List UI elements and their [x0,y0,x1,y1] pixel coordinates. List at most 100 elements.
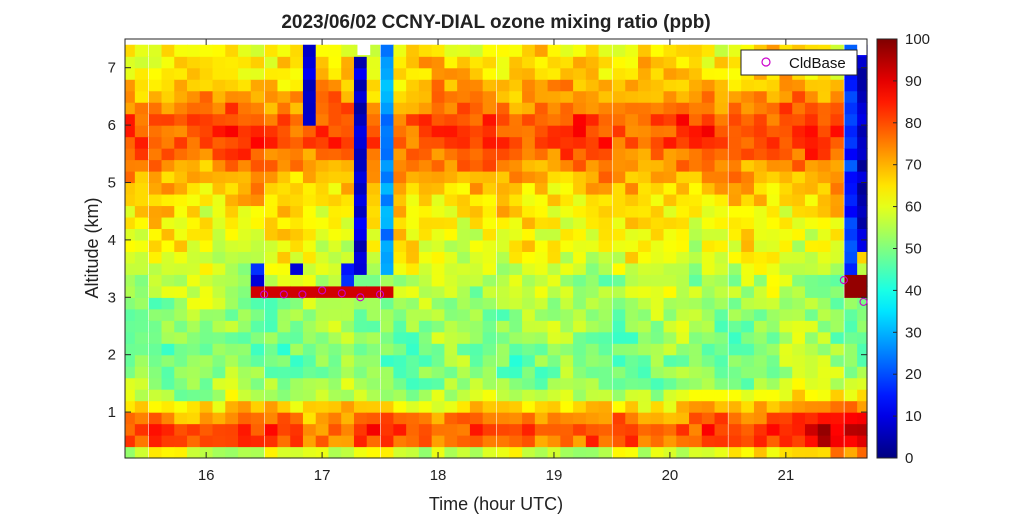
heatmap-cell [444,159,458,172]
heatmap-cell [125,343,136,356]
heatmap-cell [315,435,330,448]
heatmap-cell [199,136,214,149]
heatmap-cell [714,44,728,57]
heatmap-cell [804,435,819,448]
heatmap-cell [496,389,510,402]
heatmap-cell [212,446,226,459]
heatmap-cell [418,239,433,252]
heatmap-cell [598,125,612,138]
heatmap-cell [406,67,420,80]
heatmap-cell [560,228,574,241]
heatmap-cell [238,308,252,321]
heatmap-cell [482,193,497,207]
heatmap-cell [585,354,600,367]
heatmap-cell [830,308,844,321]
heatmap-cell [857,90,868,103]
heatmap-cell [638,44,652,57]
heatmap-cell [469,159,484,172]
heatmap-cell [714,285,728,298]
heatmap-cell [625,285,639,298]
heatmap-cell [741,331,755,344]
heatmap-cell [125,44,136,57]
heatmap-cell [534,274,549,287]
heatmap-cell [650,262,665,275]
heatmap-cell [328,366,342,379]
heatmap-cell [560,446,574,459]
heatmap-cell [264,113,279,126]
heatmap-cell [792,435,806,448]
heatmap-cell [585,102,600,115]
heatmap-cell [766,148,781,161]
heatmap-cell [277,389,291,402]
heatmap-cell [598,274,612,287]
heatmap-cell [482,297,497,310]
heatmap-cell [315,412,330,425]
heatmap-cell [457,44,471,57]
heatmap-cell [482,102,497,115]
heatmap-cell [547,366,561,379]
heatmap-cell [212,320,226,333]
heatmap-cell [277,297,291,310]
heatmap-cell [328,331,342,344]
heatmap-cell [676,343,690,356]
heatmap-cell [134,125,149,138]
heatmap-cell [560,435,574,448]
heatmap-cell [522,205,536,218]
heatmap-cell [741,274,755,287]
heatmap-cell [522,274,536,287]
heatmap-cell [187,366,201,379]
heatmap-cell [701,297,716,310]
heatmap-cell [509,239,523,252]
heatmap-cell [199,285,214,298]
heatmap-cell [187,193,201,207]
heatmap-cell [277,285,291,298]
heatmap-cell [625,228,639,241]
heatmap-cell [148,274,163,287]
heatmap-cell [250,251,265,264]
heatmap-cell [290,423,304,436]
heatmap-cell [302,171,317,184]
heatmap-cell [328,412,342,425]
heatmap-cell [792,354,806,367]
heatmap-cell [380,377,394,390]
heatmap-cell [174,412,188,425]
heatmap-cell [728,389,742,402]
heatmap-cell [431,262,445,275]
heatmap-cell [212,400,226,413]
heatmap-cell [148,148,163,161]
heatmap-cell [174,446,188,459]
heatmap-cell [431,125,445,138]
heatmap-cell [585,171,600,184]
heatmap-cell [509,79,523,92]
heatmap-cell [857,377,868,390]
heatmap-cell [457,193,471,207]
heatmap-cell [134,400,149,413]
heatmap-cell [187,216,201,230]
heatmap-cell [663,125,677,138]
heatmap-cell [612,205,626,218]
heatmap-cell [302,193,317,207]
heatmap-cell [393,262,407,275]
heatmap-cell [290,56,304,69]
heatmap-cell [728,216,742,230]
heatmap-cell [125,251,136,264]
heatmap-cell [199,159,214,172]
heatmap-cell [741,171,755,184]
heatmap-cell [418,228,433,241]
heatmap-cell [277,90,291,103]
heatmap-cell [573,297,587,310]
heatmap-cell [418,320,433,333]
heatmap-cell [496,102,510,115]
heatmap-cell [212,412,226,425]
heatmap-cell [766,205,781,218]
x-tick-label: 17 [314,467,331,484]
heatmap-cell [496,366,510,379]
heatmap-cell [482,44,497,57]
heatmap-cell [444,239,458,252]
heatmap-cell [418,274,433,287]
heatmap-cell [741,125,755,138]
heatmap-cell [315,251,330,264]
heatmap-cell [148,79,163,92]
heatmap-cell [779,182,793,195]
